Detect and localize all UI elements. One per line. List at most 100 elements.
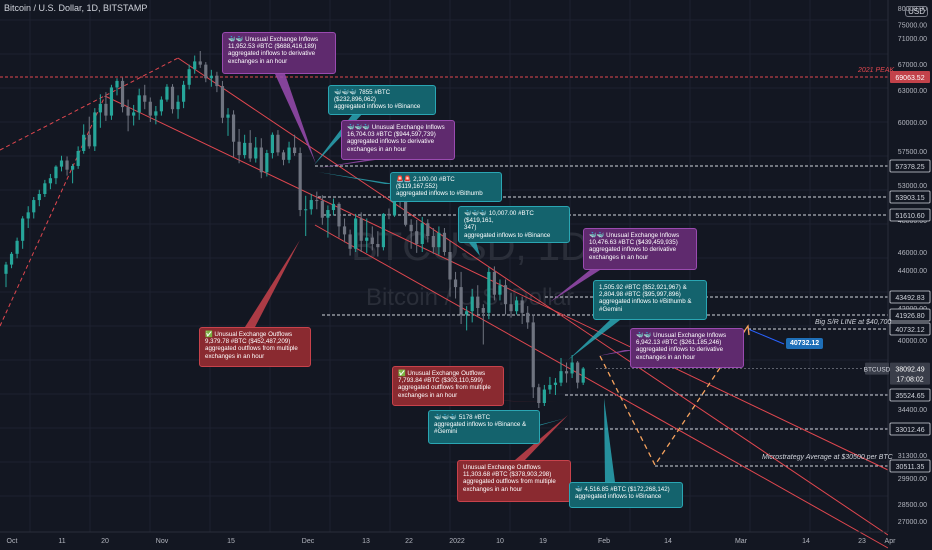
annotation-line: 🐳🐳🐳 10,007.00 #BTC ($419,161,	[464, 210, 534, 225]
candle-body	[481, 308, 485, 313]
candle-body	[342, 226, 347, 235]
candle-body	[376, 244, 380, 248]
candle	[182, 80, 186, 109]
annotation-callout[interactable]: ✅ Unusual Exchange Outflows 7,793.84 #BTC…	[392, 366, 504, 406]
time-tick: 23	[858, 538, 866, 545]
price-label: 53903.15	[895, 195, 924, 202]
candle	[87, 116, 91, 149]
annotation-callout[interactable]: Unusual Exchange Outflows 11,303.68 #BTC …	[457, 460, 571, 502]
time-tick: 19	[539, 538, 547, 545]
candle	[265, 149, 269, 177]
candle	[387, 208, 391, 220]
annotation-callout[interactable]: 🐳🐳🐳 5178 #BTC aggregated inflows to #Bina…	[428, 410, 540, 444]
support-badge[interactable]: 40732.12	[786, 338, 824, 349]
candle-body	[498, 285, 502, 295]
candle	[426, 219, 430, 243]
annotation-callout[interactable]: 🐳🐳 Unusual Exchange Inflows 6,942.13 #BTC…	[630, 328, 744, 368]
annotation-line: ✅ Unusual Exchange Outflows	[205, 331, 293, 338]
candle-body	[120, 80, 125, 108]
annotation-callout[interactable]: 🚨🚨 2,100.00 #BTC ($119,167,552) aggregate…	[390, 172, 502, 202]
annotation-line: aggregated inflows to derivative	[636, 346, 724, 354]
annotation-line: aggregated inflows to #Bithumb	[396, 190, 483, 198]
candle	[531, 314, 535, 398]
channel-mid	[104, 95, 889, 471]
annotation-callout[interactable]: 🐳🐳 Unusual Exchange Inflows 10,476.63 #BT…	[583, 228, 697, 270]
time-axis: Oct 11 20 Nov 15 Dec 13 22 2022 10 19 Feb 14 Mar 14 23 A…	[0, 531, 896, 545]
annotation-line: #Gemini	[434, 428, 458, 436]
channel-lower-dashed	[0, 95, 106, 327]
candle-body	[176, 101, 180, 110]
annotation-callout[interactable]: 1,505.92 #BTC ($52,921,967) & 2,804.98 #B…	[593, 280, 707, 320]
currency-button[interactable]: USD	[905, 6, 928, 17]
candle	[143, 84, 147, 110]
annotation-pointer	[318, 160, 375, 168]
price-label-box	[889, 190, 931, 204]
candle	[448, 240, 452, 297]
candle	[304, 195, 308, 236]
annotation-line: 11,303.68 #BTC ($378,903,298)	[463, 471, 552, 479]
candle	[370, 226, 374, 251]
candle	[293, 134, 297, 156]
annotation-callout[interactable]: 🐳🐳🐳 Unusual Exchange Inflows 16,704.03 #B…	[341, 120, 455, 160]
candle-body	[209, 75, 213, 79]
annotation-callout[interactable]: 🐳🐳🐳 10,007.00 #BTC ($419,161, 347) aggrega…	[458, 206, 570, 243]
current-symbol-box	[865, 362, 889, 375]
candle	[481, 304, 485, 345]
annotation-callout[interactable]: 🐳🐳🐳 7855 #BTC ($232,896,062) aggregated i…	[328, 85, 436, 115]
candle	[559, 358, 563, 387]
candle-body	[71, 165, 75, 170]
candle-body	[65, 160, 69, 170]
price-tick: 71000.00	[898, 36, 927, 43]
candle	[453, 271, 458, 299]
time-tick: 10	[496, 538, 504, 545]
candle	[170, 84, 175, 114]
price-label-box	[889, 388, 931, 402]
candle	[581, 367, 585, 385]
candle	[576, 361, 580, 389]
annotation-line: 347)	[464, 224, 477, 232]
support-label: Big S/R LINE at $40,700	[815, 319, 892, 326]
candle	[126, 99, 130, 132]
candle	[415, 220, 419, 253]
annotation-line: aggregated outflows from multiple	[463, 478, 556, 486]
candle	[404, 197, 408, 227]
candle	[98, 94, 102, 128]
annotation-pointer	[550, 270, 600, 302]
candle-body	[21, 218, 25, 241]
candle	[270, 132, 274, 159]
time-tick: Mar	[735, 538, 748, 545]
candle	[154, 106, 158, 125]
candle	[287, 141, 291, 164]
annotation-callout[interactable]: 🐳🐳 Unusual Exchange Inflows 11,952.53 #BT…	[222, 32, 336, 74]
candle-body	[15, 240, 19, 254]
candle	[492, 266, 496, 301]
annotation-line: 🐳🐳🐳 Unusual Exchange Inflows	[347, 124, 445, 131]
price-label-box	[889, 208, 931, 222]
candle	[26, 206, 30, 228]
candle	[520, 296, 524, 324]
annotation-callout[interactable]: 🐳 4,516.85 #BTC ($172,268,142) aggregated…	[569, 482, 683, 508]
channel-lines	[0, 57, 889, 549]
annotation-line: 🐳🐳🐳 5178 #BTC	[434, 414, 491, 421]
candle-body	[465, 311, 469, 315]
annotation-callout[interactable]: ✅ Unusual Exchange Outflows 9,379.78 #BTC…	[199, 327, 311, 367]
annotation-line: 16,704.03 #BTC ($944,597,739)	[347, 131, 436, 139]
annotation-line: aggregated inflows to derivative	[347, 138, 435, 146]
candle	[21, 216, 25, 249]
candle-body	[243, 142, 247, 156]
candle-body	[170, 86, 175, 110]
annotation-line: aggregated inflows to #Binance	[575, 493, 662, 501]
candle	[165, 84, 169, 102]
candle-body	[32, 200, 36, 213]
candle-body	[198, 61, 202, 65]
candle	[542, 384, 546, 406]
candle-body	[476, 296, 480, 308]
candle-body	[248, 142, 252, 159]
candle	[331, 198, 336, 216]
candle	[515, 296, 519, 315]
candle	[348, 229, 352, 256]
candle	[465, 306, 469, 331]
price-tick: 46000.00	[898, 250, 927, 257]
candle-body	[126, 107, 130, 116]
price-tick: 57500.00	[898, 149, 927, 156]
